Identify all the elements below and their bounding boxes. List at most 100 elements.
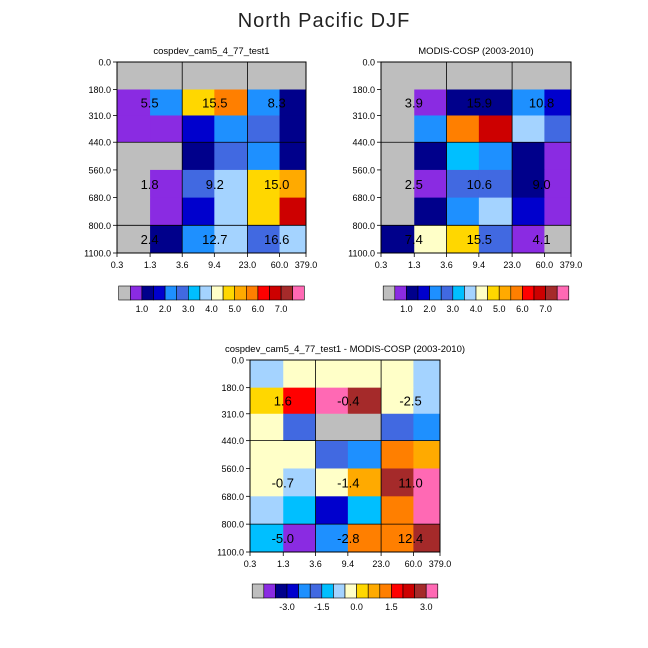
heatmap-cell xyxy=(544,225,572,254)
legend-label: -1.5 xyxy=(314,602,330,612)
legend-swatch xyxy=(164,285,178,301)
cell-annotation: -5.0 xyxy=(272,531,294,546)
cell-annotation: 9.0 xyxy=(533,177,551,192)
heatmap-cell xyxy=(446,225,480,254)
heatmap-cell xyxy=(381,169,415,199)
heatmap-cell xyxy=(544,89,572,116)
legend-label: 5.0 xyxy=(493,304,506,314)
y-tick-label: 440.0 xyxy=(221,436,244,446)
heatmap-cell xyxy=(214,225,248,254)
legend-swatch xyxy=(211,285,224,301)
heatmap-cell xyxy=(381,115,415,143)
heatmap-cell xyxy=(347,413,382,442)
cell-annotation: 15.5 xyxy=(202,95,227,110)
x-tick-label: 1.3 xyxy=(408,260,421,270)
legend-swatch xyxy=(141,285,154,301)
heatmap-cell xyxy=(381,413,414,442)
heatmap-cell xyxy=(117,169,151,199)
legend-swatch xyxy=(188,285,201,301)
cell-annotation: 10.6 xyxy=(467,177,492,192)
heatmap-cell xyxy=(381,197,415,226)
legend-label: 0.0 xyxy=(350,602,363,612)
heatmap-cell xyxy=(214,197,248,226)
y-tick-label: 800.0 xyxy=(352,221,375,231)
y-tick-label: 800.0 xyxy=(221,520,244,530)
heatmap-cell xyxy=(512,142,545,171)
y-tick-label: 440.0 xyxy=(352,138,375,148)
legend-label: 4.0 xyxy=(470,304,483,314)
x-tick-label: 379.0 xyxy=(295,260,318,270)
heatmap-cell xyxy=(478,62,513,91)
heatmap-cell xyxy=(347,387,382,415)
heatmap-cell xyxy=(117,142,151,171)
heatmap-cell xyxy=(279,142,307,171)
x-tick-label: 1.3 xyxy=(144,260,157,270)
legend-swatch xyxy=(356,583,369,599)
heatmap-cell xyxy=(413,496,441,525)
heatmap-cell xyxy=(315,413,349,442)
heatmap-cell xyxy=(250,360,284,389)
y-tick-label: 440.0 xyxy=(88,138,111,148)
heatmap-cell xyxy=(150,197,183,226)
heatmap-cell xyxy=(478,169,513,199)
heatmap-cell xyxy=(478,89,513,116)
heatmap-cell xyxy=(414,89,448,116)
x-tick-label: 379.0 xyxy=(429,559,452,569)
legend-swatch xyxy=(251,583,265,599)
heatmap-cell xyxy=(544,169,572,199)
heatmap-cell xyxy=(214,115,248,143)
legend-swatch xyxy=(286,583,299,599)
x-tick-label: 23.0 xyxy=(372,559,390,569)
legend-label: 3.0 xyxy=(182,304,195,314)
legend-swatch xyxy=(367,583,381,599)
x-tick-label: 23.0 xyxy=(503,260,521,270)
heatmap-cell xyxy=(182,115,215,143)
heatmap-cell xyxy=(544,197,572,226)
heatmap-cell xyxy=(413,387,441,415)
heatmap-cell xyxy=(544,142,572,171)
legend-swatch xyxy=(406,285,419,301)
legend-swatch xyxy=(394,285,407,301)
heatmap-cell xyxy=(381,89,415,116)
legend-swatch xyxy=(379,583,392,599)
heatmap-cell xyxy=(315,496,349,525)
heatmap-cell xyxy=(150,169,183,199)
heatmap-cell xyxy=(279,62,307,91)
heatmap-cell xyxy=(117,62,151,91)
y-tick-label: 560.0 xyxy=(88,165,111,175)
plot-frame xyxy=(249,359,441,553)
heatmap-cell xyxy=(446,169,480,199)
heatmap-cell xyxy=(315,387,349,415)
x-tick-label: 1.3 xyxy=(277,559,290,569)
heatmap-cell xyxy=(214,142,248,171)
heatmap-cell xyxy=(247,115,281,143)
legend-swatch xyxy=(533,285,546,301)
heatmap-cell xyxy=(381,440,414,469)
legend-swatch xyxy=(452,285,465,301)
x-tick-label: 9.4 xyxy=(208,260,221,270)
heatmap-cell xyxy=(279,89,307,116)
x-tick-label: 3.6 xyxy=(440,260,453,270)
cell-annotation: 8.3 xyxy=(268,95,286,110)
heatmap-cell xyxy=(381,496,414,525)
y-tick-label: 310.0 xyxy=(88,111,111,121)
y-tick-label: 1100.0 xyxy=(348,249,375,259)
heatmap-cell xyxy=(247,62,281,91)
heatmap-cell xyxy=(214,62,248,91)
legend-label: 2.0 xyxy=(423,304,436,314)
heatmap-cell xyxy=(381,225,415,254)
legend-swatch xyxy=(176,285,189,301)
legend-swatch xyxy=(130,285,143,301)
heatmap-cell xyxy=(214,89,248,116)
heatmap-cell xyxy=(347,496,382,525)
heatmap-cell xyxy=(381,468,414,497)
heatmap-cell xyxy=(446,89,480,116)
heatmap-cell xyxy=(512,225,545,254)
cell-annotation: 15.9 xyxy=(467,95,492,110)
heatmap-cell xyxy=(182,169,215,199)
y-tick-label: 560.0 xyxy=(221,464,244,474)
heatmap-cell xyxy=(478,197,513,226)
legend-swatch xyxy=(487,285,500,301)
heatmap-cell xyxy=(247,225,281,254)
